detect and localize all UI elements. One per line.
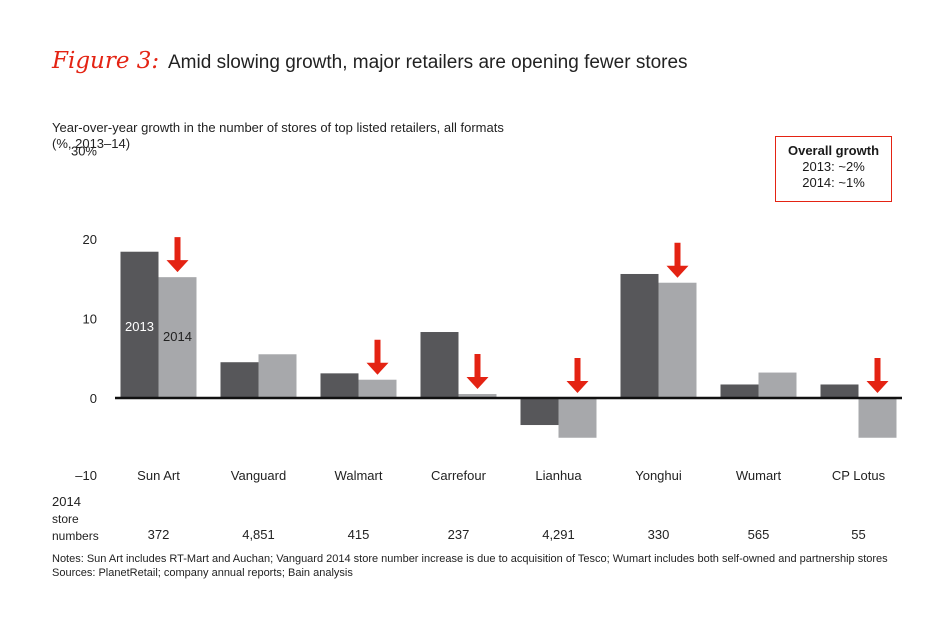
decline-arrow-lianhua [566, 358, 589, 393]
chart-title: Amid slowing growth, major retailers are… [168, 52, 688, 73]
store-numbers-label: numbers [52, 529, 99, 543]
subtitle-line-1: Year-over-year growth in the number of s… [52, 120, 504, 135]
store-number-value: 237 [448, 527, 470, 542]
y-tick-label-top: 30% [71, 144, 97, 159]
bar-2013-lianhua [520, 398, 559, 426]
y-tick-label: –10 [75, 468, 97, 483]
bar-2013-yonghui [620, 273, 659, 398]
notes-line: Notes: Sun Art includes RT-Mart and Auch… [52, 553, 888, 565]
y-tick-label: 0 [90, 391, 97, 406]
chart-notes: Notes: Sun Art includes RT-Mart and Auch… [52, 552, 888, 580]
overall-growth-2013: 2013: ~2% [802, 159, 865, 174]
store-number-value: 55 [851, 527, 865, 542]
store-number-value: 415 [348, 527, 370, 542]
decline-arrow-yonghui [666, 242, 689, 278]
bar-2014-vanguard [258, 354, 297, 398]
bar-2013-wumart [720, 384, 759, 398]
bar-2013-vanguard [220, 362, 259, 398]
bar-2014-carrefour [458, 394, 497, 398]
bar-2013-carrefour [420, 332, 459, 398]
bar-2014-wumart [758, 372, 797, 398]
category-label: Walmart [335, 468, 383, 483]
store-number-value: 330 [648, 527, 670, 542]
category-label: Lianhua [535, 468, 582, 483]
series-label-2013: 2013 [125, 319, 154, 334]
bar-2014-yonghui [658, 282, 697, 398]
sources-line: Sources: PlanetRetail; company annual re… [52, 567, 353, 579]
bar-2013-walmart [320, 373, 359, 398]
bar-2014-walmart [358, 379, 397, 398]
y-tick-label: 10 [83, 312, 97, 327]
overall-growth-heading: Overall growth [787, 143, 880, 158]
store-number-value: 372 [148, 527, 170, 542]
decline-arrow-carrefour [466, 354, 489, 390]
chart-subtitle: Year-over-year growth in the number of s… [52, 120, 504, 152]
store-number-value: 565 [748, 527, 770, 542]
series-label-2014: 2014 [163, 329, 192, 344]
subtitle-line-2: (%, 2013–14) [52, 136, 131, 151]
decline-arrow-sun-art [166, 237, 189, 273]
category-label: Sun Art [137, 468, 180, 483]
bar-2013-cp-lotus [820, 384, 859, 398]
category-label: Wumart [736, 468, 782, 483]
category-label: Carrefour [431, 468, 487, 483]
overall-growth-2014: 2014: ~1% [802, 175, 865, 190]
decline-arrow-cp-lotus [866, 358, 889, 393]
bar-2014-cp-lotus [858, 398, 897, 438]
bar-2013-sun-art [120, 251, 159, 398]
store-numbers-label: 2014 [52, 494, 81, 509]
category-label: Vanguard [231, 468, 286, 483]
y-tick-label: 20 [83, 232, 97, 247]
figure-label: Figure 3: [52, 48, 160, 74]
overall-growth-box: Overall growth 2013: ~2% 2014: ~1% [775, 136, 892, 202]
bar-2014-lianhua [558, 398, 597, 438]
category-label: Yonghui [635, 468, 682, 483]
store-number-value: 4,291 [542, 527, 575, 542]
store-number-value: 4,851 [242, 527, 275, 542]
store-numbers-label: store [52, 512, 79, 526]
decline-arrow-walmart [366, 339, 389, 375]
bar-2014-sun-art [158, 277, 197, 398]
category-label: CP Lotus [832, 468, 886, 483]
